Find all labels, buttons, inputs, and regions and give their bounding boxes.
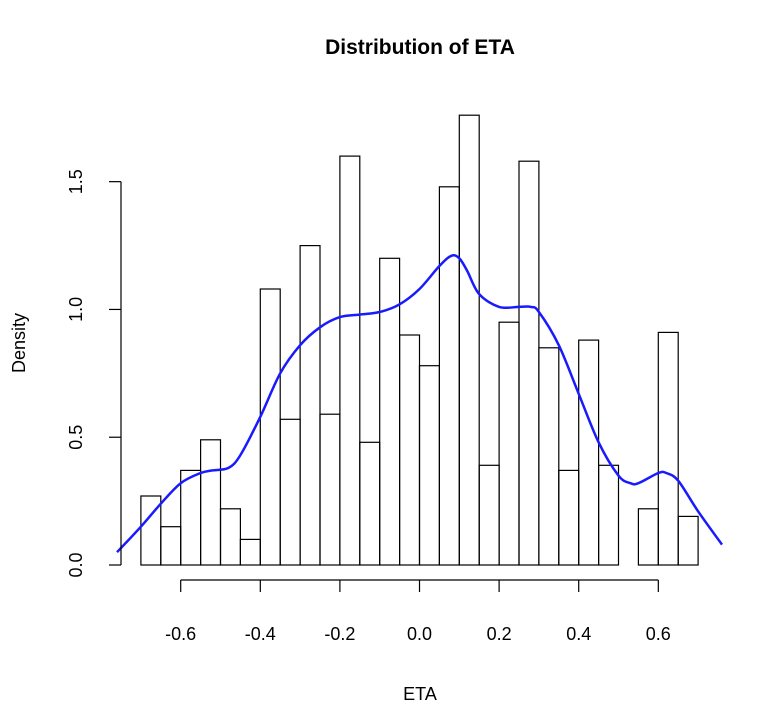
histogram-bar-3 bbox=[200, 439, 222, 566]
x-axis-label: ETA bbox=[403, 684, 437, 704]
histogram-bar-27 bbox=[677, 515, 699, 566]
histogram-bar-20 bbox=[538, 347, 560, 566]
histogram-bar-18 bbox=[498, 321, 520, 566]
x-tick-label: 0.6 bbox=[646, 624, 671, 644]
histogram-bar-23 bbox=[597, 464, 620, 566]
histogram-bar-22 bbox=[578, 339, 600, 566]
histogram-bar-8 bbox=[299, 245, 321, 566]
histogram-bar-15 bbox=[438, 186, 460, 566]
histogram-bar-10 bbox=[339, 155, 361, 566]
x-tick-label: -0.4 bbox=[245, 624, 276, 644]
y-tick-label: 1.0 bbox=[66, 297, 86, 322]
histogram-bar-2 bbox=[180, 469, 202, 566]
histogram-bar-1 bbox=[160, 526, 182, 566]
histogram-bar-9 bbox=[319, 413, 341, 566]
histogram-bar-17 bbox=[478, 464, 500, 566]
histogram-bars bbox=[140, 114, 699, 566]
x-tick-label: 0.0 bbox=[407, 624, 432, 644]
x-tick-label: -0.2 bbox=[324, 624, 355, 644]
histogram-bar-6 bbox=[259, 288, 281, 566]
y-axis: 0.0 0.5 1.0 1.5 bbox=[66, 169, 122, 578]
y-tick-label: 0.0 bbox=[66, 552, 86, 577]
x-tick-label: 0.4 bbox=[566, 624, 591, 644]
density-curve bbox=[116, 254, 724, 554]
histogram-bar-4 bbox=[219, 508, 241, 566]
histogram-bar-21 bbox=[558, 469, 580, 566]
histogram-bar-7 bbox=[279, 418, 301, 566]
x-axis: -0.6 -0.4 -0.2 0.0 0.2 0.4 0.6 bbox=[165, 579, 671, 644]
histogram-bar-25 bbox=[637, 508, 659, 566]
histogram-bar-11 bbox=[359, 441, 381, 566]
x-tick-label: -0.6 bbox=[165, 624, 196, 644]
histogram-bar-14 bbox=[418, 365, 440, 566]
chart-title: Distribution of ETA bbox=[325, 36, 515, 59]
histogram-bar-5 bbox=[239, 538, 261, 566]
y-axis-label: Density bbox=[9, 313, 29, 373]
histogram-bar-13 bbox=[399, 334, 421, 566]
histogram-bar-12 bbox=[379, 257, 401, 566]
y-tick-label: 1.5 bbox=[66, 169, 86, 194]
histogram-bar-26 bbox=[657, 331, 679, 566]
histogram-bar-16 bbox=[458, 114, 480, 566]
histogram-bar-19 bbox=[518, 160, 540, 566]
y-tick-label: 0.5 bbox=[66, 425, 86, 450]
x-tick-label: 0.2 bbox=[487, 624, 512, 644]
